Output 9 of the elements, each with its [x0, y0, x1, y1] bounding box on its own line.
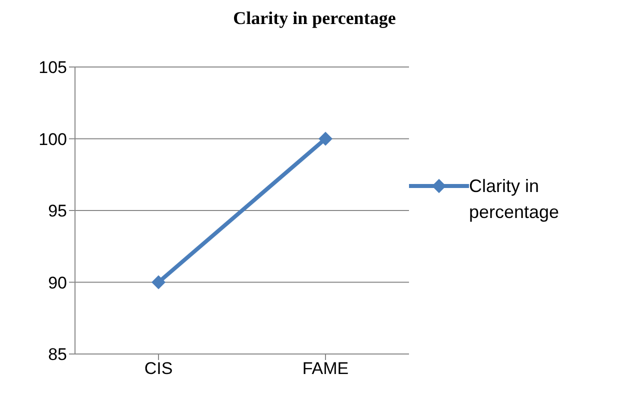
x-tick-label: CIS: [144, 359, 173, 378]
legend-label: Clarity in percentage: [469, 174, 560, 224]
y-tick-label: 85: [48, 345, 67, 364]
x-tick-label: FAME: [302, 359, 349, 378]
y-tick-label: 95: [48, 202, 67, 221]
chart-title: Clarity in percentage: [232, 8, 397, 29]
y-tick-label: 105: [38, 58, 67, 78]
y-tick-label: 90: [48, 273, 67, 292]
y-tick-label: 100: [38, 130, 67, 149]
